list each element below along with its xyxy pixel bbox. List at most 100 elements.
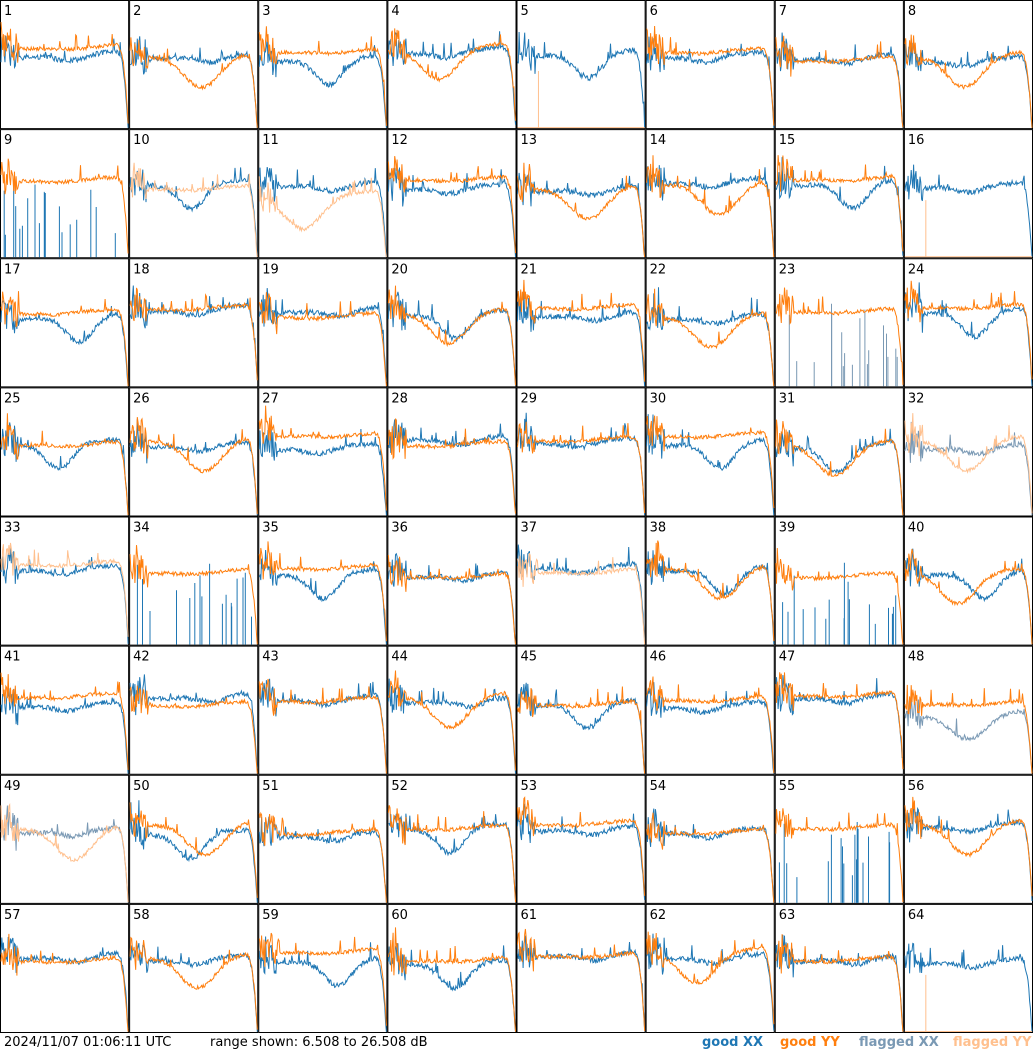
panel-31: 31 <box>774 387 904 517</box>
panel-frame <box>516 903 646 1033</box>
series-good-yy <box>129 802 258 898</box>
panel-18: 18 <box>129 258 259 388</box>
panel-number: 28 <box>391 391 408 406</box>
series-good-xx <box>904 38 1033 128</box>
series-good-yy <box>904 548 1033 645</box>
panel-number: 36 <box>391 521 408 536</box>
panel-1: 1 <box>0 0 130 130</box>
panel-frame <box>0 516 130 646</box>
panel-number: 13 <box>521 133 538 148</box>
panel-number: 45 <box>521 650 538 665</box>
series-good-yy <box>775 287 904 385</box>
panel-frame <box>516 516 646 646</box>
series-flagged-xx <box>904 695 1033 774</box>
series-good-xx <box>258 549 387 645</box>
panel-frame <box>774 258 904 388</box>
series-good-yy <box>775 155 904 252</box>
panel-number: 2 <box>133 4 141 19</box>
series-good-xx <box>517 803 646 901</box>
series-good-yy <box>646 25 775 126</box>
series-good-xx <box>517 172 646 258</box>
panel-frame <box>645 0 775 130</box>
panel-frame <box>387 387 517 517</box>
panel-frame <box>387 0 517 130</box>
panel-number: 11 <box>262 133 279 148</box>
series-flagged-yy <box>904 413 1033 514</box>
panel-frame <box>903 516 1033 646</box>
series-flagged-yy <box>129 162 258 258</box>
panel-number: 6 <box>650 4 658 19</box>
panel-2: 2 <box>129 0 259 130</box>
series-good-yy <box>646 931 775 1025</box>
series-good-xx <box>0 688 129 774</box>
panel-number: 46 <box>650 650 667 665</box>
series-good-yy <box>775 934 904 1032</box>
series-flagged-yy <box>517 71 645 129</box>
panel-number: 20 <box>391 262 408 277</box>
panel-number: 64 <box>908 908 925 923</box>
panel-number: 10 <box>133 133 150 148</box>
series-good-yy <box>129 417 258 515</box>
panel-27: 27 <box>258 387 388 517</box>
series-good-yy <box>775 672 904 770</box>
panel-16: 16 <box>903 129 1033 259</box>
series-good-xx <box>129 285 258 380</box>
panel-26: 26 <box>129 387 259 517</box>
series-good-xx <box>646 36 775 128</box>
panel-frame <box>645 129 775 259</box>
series-good-yy <box>387 927 516 1032</box>
panel-number: 1 <box>4 4 12 19</box>
panel-frame <box>387 516 517 646</box>
series-good-xx <box>387 167 516 258</box>
panel-frame <box>774 0 904 130</box>
panel-frame <box>645 903 775 1033</box>
panel-37: 37 <box>516 516 646 646</box>
panel-50: 50 <box>129 774 259 904</box>
series-good-yy <box>258 811 387 903</box>
series-flagged-yy <box>904 200 1032 258</box>
series-good-xx <box>130 36 258 128</box>
series-good-xx <box>129 674 258 769</box>
series-good-xx <box>517 412 646 516</box>
series-good-yy <box>129 685 258 774</box>
series-good-yy <box>517 279 646 382</box>
series-good-xx <box>646 682 775 774</box>
series-good-xx <box>775 675 903 759</box>
legend-good-yy: good YY <box>780 1035 840 1050</box>
panel-number: 44 <box>391 650 408 665</box>
panel-15: 15 <box>774 129 904 259</box>
panel-54: 54 <box>645 774 775 904</box>
series-good-yy <box>517 796 646 896</box>
series-flagged-yy <box>904 974 1032 1032</box>
panel-frame <box>387 129 517 259</box>
series-good-yy <box>387 285 516 386</box>
series-flagged-yy <box>0 803 129 903</box>
series-good-yy <box>387 554 516 645</box>
panel-5: 5 <box>516 0 646 130</box>
series-good-xx <box>129 167 258 255</box>
panel-frame <box>129 903 259 1033</box>
panel-number: 23 <box>779 262 796 277</box>
panel-44: 44 <box>387 645 517 775</box>
panel-number: 37 <box>521 521 538 536</box>
panel-number: 26 <box>133 391 150 406</box>
panel-17: 17 <box>0 258 130 388</box>
series-good-yy <box>775 808 904 903</box>
series-good-xx <box>646 287 775 387</box>
panel-frame <box>387 903 517 1033</box>
panel-frame <box>0 258 130 388</box>
panel-number: 39 <box>779 521 796 536</box>
panel-frame <box>774 516 904 646</box>
series-good-xx <box>0 35 129 128</box>
series-good-yy <box>904 34 1033 128</box>
panel-frame <box>129 0 259 130</box>
panel-number: 24 <box>908 262 925 277</box>
series-good-xx <box>904 548 1033 645</box>
panel-frame <box>387 258 517 388</box>
panel-number: 19 <box>262 262 279 277</box>
panel-12: 12 <box>387 129 517 259</box>
panel-frame <box>774 387 904 517</box>
panel-38: 38 <box>645 516 775 646</box>
series-good-yy <box>129 545 258 645</box>
